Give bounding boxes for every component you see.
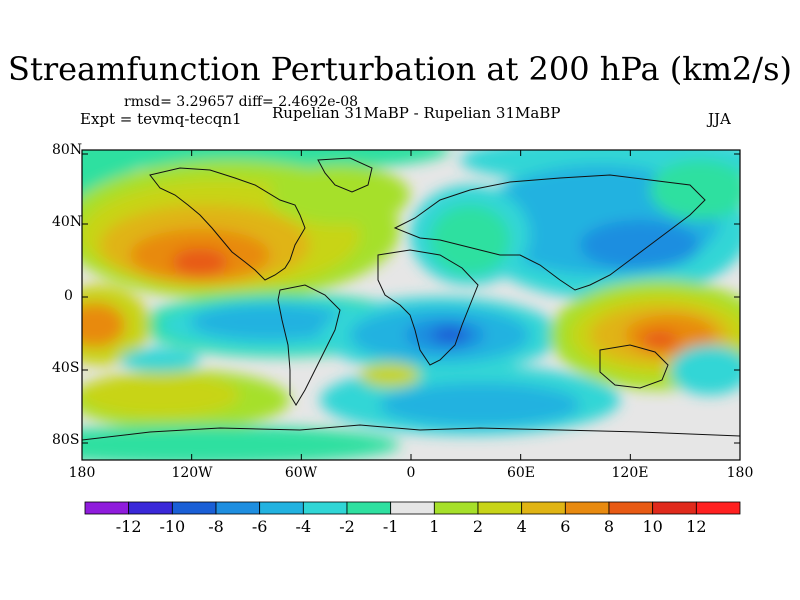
colorbar-swatch <box>652 501 697 515</box>
colorbar-swatch <box>215 501 261 515</box>
colorbar-label: 8 <box>603 517 615 536</box>
season-label: JJA <box>708 110 731 128</box>
colorbar-label: -4 <box>295 517 312 536</box>
colorbar-label: 12 <box>686 517 707 536</box>
colorbar-swatch <box>128 501 173 515</box>
colorbar-swatch <box>695 501 741 515</box>
streamfunction-field <box>82 150 740 460</box>
colorbar-swatch <box>608 501 654 515</box>
colorbar-label: -12 <box>115 517 142 536</box>
stats-text: rmsd= 3.29657 diff= 2.4692e-08 <box>124 94 359 110</box>
colorbar-swatch <box>259 501 304 515</box>
colorbar-label: 1 <box>429 517 440 536</box>
colorbar-label: 10 <box>642 517 663 536</box>
coastlines <box>82 157 740 441</box>
colorbar-swatch <box>564 501 610 515</box>
colorbar-label: 2 <box>472 517 484 536</box>
colorbar-label: 6 <box>560 517 571 536</box>
colorbar-swatch <box>433 501 479 515</box>
colorbar-swatch <box>302 501 348 515</box>
colorbar-label: -10 <box>159 517 186 536</box>
map-title: Streamfunction Perturbation at 200 hPa (… <box>8 50 792 88</box>
x-tick-label: 60E <box>506 465 536 481</box>
axis-ticks <box>81 150 741 460</box>
colorbar-swatch <box>477 501 523 515</box>
x-tick-label: 180 <box>726 465 754 481</box>
y-tick-label: 0 <box>64 288 73 304</box>
colorbar-swatch <box>171 501 217 515</box>
colorbar-swatch <box>346 501 392 515</box>
colorbar <box>84 501 741 515</box>
colorbar-swatch <box>521 501 566 515</box>
y-tick-label: 40N <box>52 214 83 230</box>
y-tick-label: 80S <box>52 432 80 448</box>
colorbar-label: -1 <box>382 517 399 536</box>
colorbar-label: -8 <box>208 517 224 536</box>
y-tick-label: 40S <box>52 360 80 376</box>
colorbar-swatch <box>390 501 435 515</box>
x-tick-label: 120W <box>171 465 213 481</box>
colorbar-label: 4 <box>516 517 527 536</box>
x-tick-label: 180 <box>68 465 96 481</box>
experiment-label: Expt = tevmq-tecqn1 <box>80 110 242 128</box>
x-tick-label: 60W <box>284 465 318 481</box>
x-tick-label: 0 <box>406 465 416 481</box>
comparison-label: Rupelian 31MaBP - Rupelian 31MaBP <box>272 104 561 122</box>
colorbar-swatch <box>84 501 130 515</box>
y-tick-label: 80N <box>52 142 83 158</box>
x-tick-label: 120E <box>611 465 649 481</box>
colorbar-label: -6 <box>251 517 268 536</box>
colorbar-label: -2 <box>339 517 355 536</box>
